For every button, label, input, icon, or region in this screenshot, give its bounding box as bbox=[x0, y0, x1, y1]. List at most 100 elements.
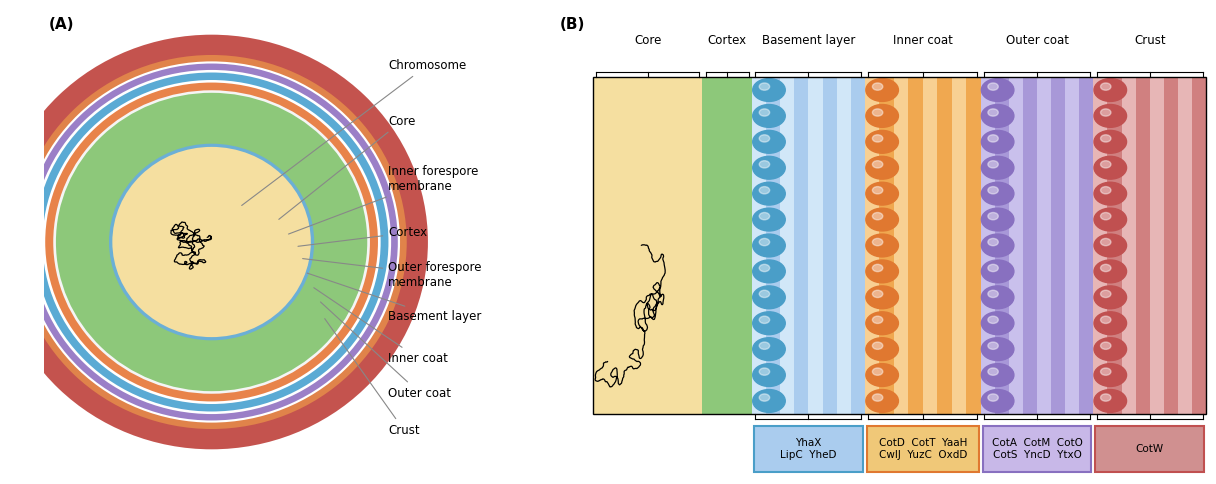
Circle shape bbox=[1100, 187, 1111, 194]
Circle shape bbox=[981, 130, 1014, 153]
Circle shape bbox=[753, 182, 786, 205]
Text: CotA  CotM  CotO
CotS  YncD  YtxO: CotA CotM CotO CotS YncD YtxO bbox=[991, 438, 1082, 460]
Text: Outer forespore
membrane: Outer forespore membrane bbox=[303, 258, 482, 288]
Circle shape bbox=[866, 338, 899, 361]
Circle shape bbox=[753, 260, 786, 283]
Circle shape bbox=[866, 208, 899, 231]
Text: Inner coat: Inner coat bbox=[314, 287, 447, 364]
Circle shape bbox=[872, 264, 883, 272]
Text: Basement layer: Basement layer bbox=[308, 273, 482, 323]
Circle shape bbox=[987, 316, 998, 323]
Circle shape bbox=[872, 109, 883, 116]
Circle shape bbox=[981, 105, 1014, 127]
Bar bbox=[865, 77, 879, 414]
Circle shape bbox=[753, 390, 786, 412]
Circle shape bbox=[753, 312, 786, 334]
Circle shape bbox=[759, 161, 770, 168]
Bar bbox=[894, 77, 908, 414]
Bar bbox=[1093, 77, 1108, 414]
Ellipse shape bbox=[35, 73, 388, 411]
Circle shape bbox=[866, 363, 899, 386]
Circle shape bbox=[987, 342, 998, 349]
Ellipse shape bbox=[109, 144, 314, 340]
Bar bbox=[938, 77, 952, 414]
Circle shape bbox=[1094, 260, 1126, 283]
Bar bbox=[766, 77, 781, 414]
Circle shape bbox=[753, 78, 786, 102]
Bar bbox=[794, 77, 809, 414]
Bar bbox=[879, 77, 894, 414]
Circle shape bbox=[759, 342, 770, 349]
Bar bbox=[1136, 77, 1149, 414]
Circle shape bbox=[866, 390, 899, 412]
Circle shape bbox=[872, 161, 883, 168]
Text: Outer coat: Outer coat bbox=[1006, 34, 1069, 47]
Circle shape bbox=[981, 234, 1014, 257]
Circle shape bbox=[1100, 161, 1111, 168]
FancyBboxPatch shape bbox=[1096, 425, 1204, 472]
Circle shape bbox=[866, 182, 899, 205]
Bar bbox=[1164, 77, 1178, 414]
Circle shape bbox=[1100, 290, 1111, 298]
Circle shape bbox=[753, 286, 786, 309]
Bar bbox=[1037, 77, 1051, 414]
Circle shape bbox=[866, 130, 899, 153]
FancyBboxPatch shape bbox=[754, 425, 863, 472]
Text: Cortex: Cortex bbox=[298, 226, 427, 246]
Circle shape bbox=[866, 105, 899, 127]
Circle shape bbox=[1100, 368, 1111, 375]
Circle shape bbox=[987, 109, 998, 116]
Circle shape bbox=[981, 156, 1014, 179]
Text: Crust: Crust bbox=[1133, 34, 1166, 47]
Circle shape bbox=[759, 239, 770, 246]
Circle shape bbox=[753, 156, 786, 179]
Circle shape bbox=[753, 234, 786, 257]
Text: Basement layer: Basement layer bbox=[761, 34, 855, 47]
Circle shape bbox=[1094, 390, 1126, 412]
Text: Inner coat: Inner coat bbox=[893, 34, 952, 47]
Circle shape bbox=[866, 156, 899, 179]
Circle shape bbox=[987, 394, 998, 401]
Circle shape bbox=[1094, 78, 1126, 102]
Bar bbox=[1093, 77, 1206, 414]
Bar bbox=[1080, 77, 1093, 414]
Bar bbox=[809, 77, 822, 414]
Circle shape bbox=[759, 109, 770, 116]
Text: YhaX
LipC  YheD: YhaX LipC YheD bbox=[781, 438, 837, 460]
Ellipse shape bbox=[32, 70, 392, 414]
Bar bbox=[865, 77, 981, 414]
Text: Inner forespore
membrane: Inner forespore membrane bbox=[288, 165, 479, 234]
Circle shape bbox=[987, 290, 998, 298]
Bar bbox=[593, 77, 1206, 414]
Circle shape bbox=[1100, 239, 1111, 246]
Circle shape bbox=[866, 78, 899, 102]
Bar bbox=[1150, 77, 1164, 414]
Circle shape bbox=[759, 316, 770, 323]
Text: CotD  CotT  YaaH
CwlJ  YuzC  OxdD: CotD CotT YaaH CwlJ YuzC OxdD bbox=[878, 438, 967, 460]
Bar bbox=[837, 77, 851, 414]
Ellipse shape bbox=[26, 63, 398, 421]
Circle shape bbox=[753, 208, 786, 231]
Circle shape bbox=[1100, 264, 1111, 272]
Ellipse shape bbox=[0, 35, 428, 449]
Circle shape bbox=[987, 161, 998, 168]
Circle shape bbox=[1100, 316, 1111, 323]
Bar bbox=[981, 77, 995, 414]
Circle shape bbox=[866, 286, 899, 309]
Text: CotX/Y/Z: CotX/Y/Z bbox=[1124, 442, 1176, 455]
Circle shape bbox=[987, 135, 998, 142]
Circle shape bbox=[1094, 286, 1126, 309]
Bar bbox=[1108, 77, 1121, 414]
Circle shape bbox=[872, 187, 883, 194]
Bar bbox=[952, 77, 967, 414]
Circle shape bbox=[759, 83, 770, 90]
Bar bbox=[995, 77, 1009, 414]
Circle shape bbox=[872, 342, 883, 349]
Circle shape bbox=[981, 390, 1014, 412]
Circle shape bbox=[872, 212, 883, 220]
Circle shape bbox=[872, 316, 883, 323]
Text: SpoIVA: SpoIVA bbox=[788, 442, 829, 455]
Circle shape bbox=[872, 239, 883, 246]
Circle shape bbox=[987, 368, 998, 375]
Circle shape bbox=[987, 83, 998, 90]
